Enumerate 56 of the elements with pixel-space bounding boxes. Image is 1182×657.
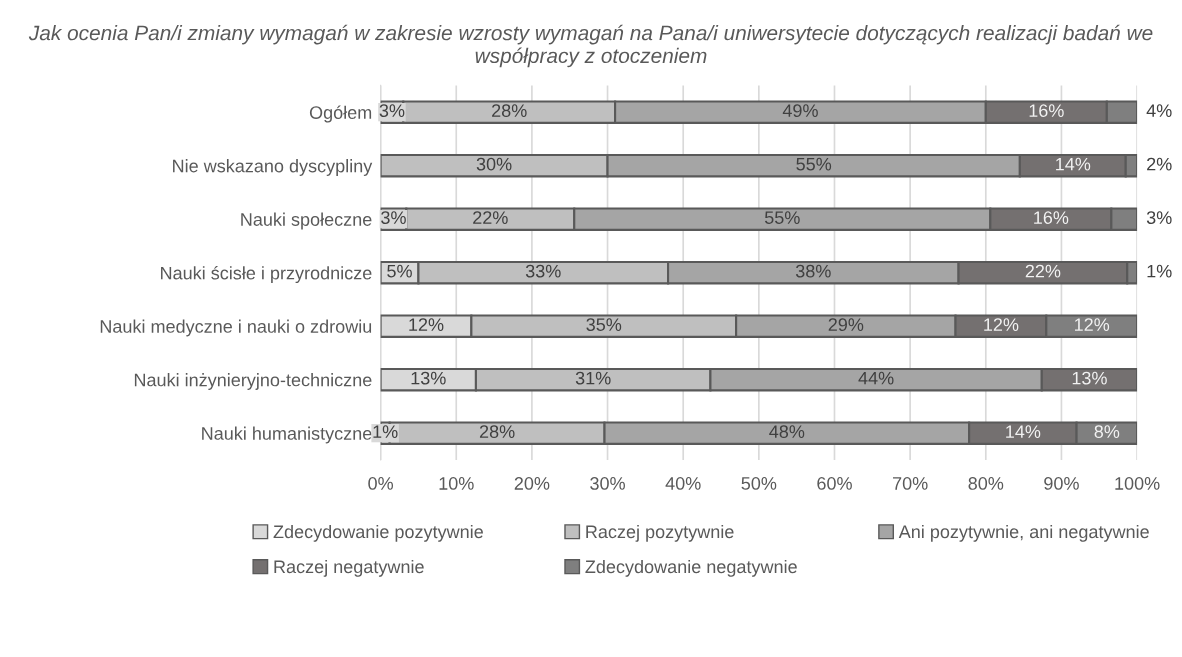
legend-label: Raczej pozytywnie [586, 524, 734, 542]
legend-label: Raczej negatywnie [274, 559, 424, 577]
x-tick-label: 90% [1044, 477, 1079, 490]
data-label: 38% [795, 264, 831, 278]
data-label: 22% [473, 211, 508, 224]
data-label: 4% [1146, 104, 1172, 117]
x-tick-label: 20% [514, 477, 550, 490]
data-label: 28% [479, 425, 515, 438]
data-label: 29% [828, 318, 864, 331]
x-tick-label: 30% [590, 477, 625, 490]
x-tick-label: 50% [741, 477, 777, 490]
data-label: 55% [764, 211, 800, 224]
x-tick-label: 100% [1115, 477, 1160, 490]
y-tick-label: Nauki medyczne i nauki o zdrowiu [100, 319, 372, 337]
data-label: 35% [586, 318, 622, 331]
data-label: 33% [525, 264, 561, 278]
y-tick-label: Nauki społeczne [241, 212, 372, 230]
data-label: 12% [1075, 318, 1110, 331]
data-label: 1% [1147, 264, 1172, 278]
data-label: 3% [381, 211, 406, 224]
legend-label: Zdecydowanie negatywnie [585, 559, 797, 577]
y-tick-label: Nie wskazano dyscypliny [173, 159, 373, 176]
x-tick-label: 0% [368, 477, 394, 490]
data-label: 28% [492, 104, 527, 118]
data-label: 30% [476, 157, 512, 171]
data-label: 5% [387, 264, 412, 278]
data-label: 31% [575, 371, 611, 385]
data-label: 3% [379, 104, 405, 118]
data-label: 16% [1029, 104, 1064, 118]
data-label: 2% [1147, 157, 1172, 171]
x-tick-label: 60% [817, 477, 852, 490]
legend-label: Zdecydowanie pozytywnie [273, 524, 483, 542]
data-label: 16% [1034, 211, 1069, 224]
data-label: 49% [782, 104, 818, 118]
data-label: 13% [1072, 371, 1107, 385]
x-tick-label: 10% [439, 477, 474, 490]
legend-label: Ani pozytywnie, ani negatywnie [898, 524, 1149, 542]
data-label: 22% [1025, 264, 1061, 278]
data-label: 14% [1056, 157, 1091, 171]
data-label: 8% [1094, 425, 1120, 438]
data-label: 48% [769, 425, 805, 438]
data-label: 3% [1146, 211, 1172, 224]
x-tick-label: 80% [968, 477, 1004, 490]
data-label: 12% [409, 318, 444, 331]
data-label: 44% [858, 371, 894, 385]
data-label: 12% [984, 318, 1019, 331]
data-label: 55% [796, 157, 832, 171]
y-tick-label: Nauki inżynieryjno-techniczne [134, 373, 372, 390]
y-tick-label: Nauki humanistyczne [202, 426, 372, 444]
y-tick-label: Nauki ścisłe i przyrodnicze [161, 266, 372, 284]
data-label: 14% [1006, 425, 1041, 438]
chart-title: Jak ocenia Pan/i zmiany wymagań w zakresie wzrosty wymagań na Pana/i uniwersytecie dotyczących realizacji badań we współpracy z otoczeniem [28, 24, 1153, 68]
x-tick-label: 40% [665, 477, 701, 490]
data-label: 13% [411, 371, 446, 385]
x-tick-label: 70% [893, 477, 928, 490]
y-tick-label: Ogółem [309, 105, 372, 123]
